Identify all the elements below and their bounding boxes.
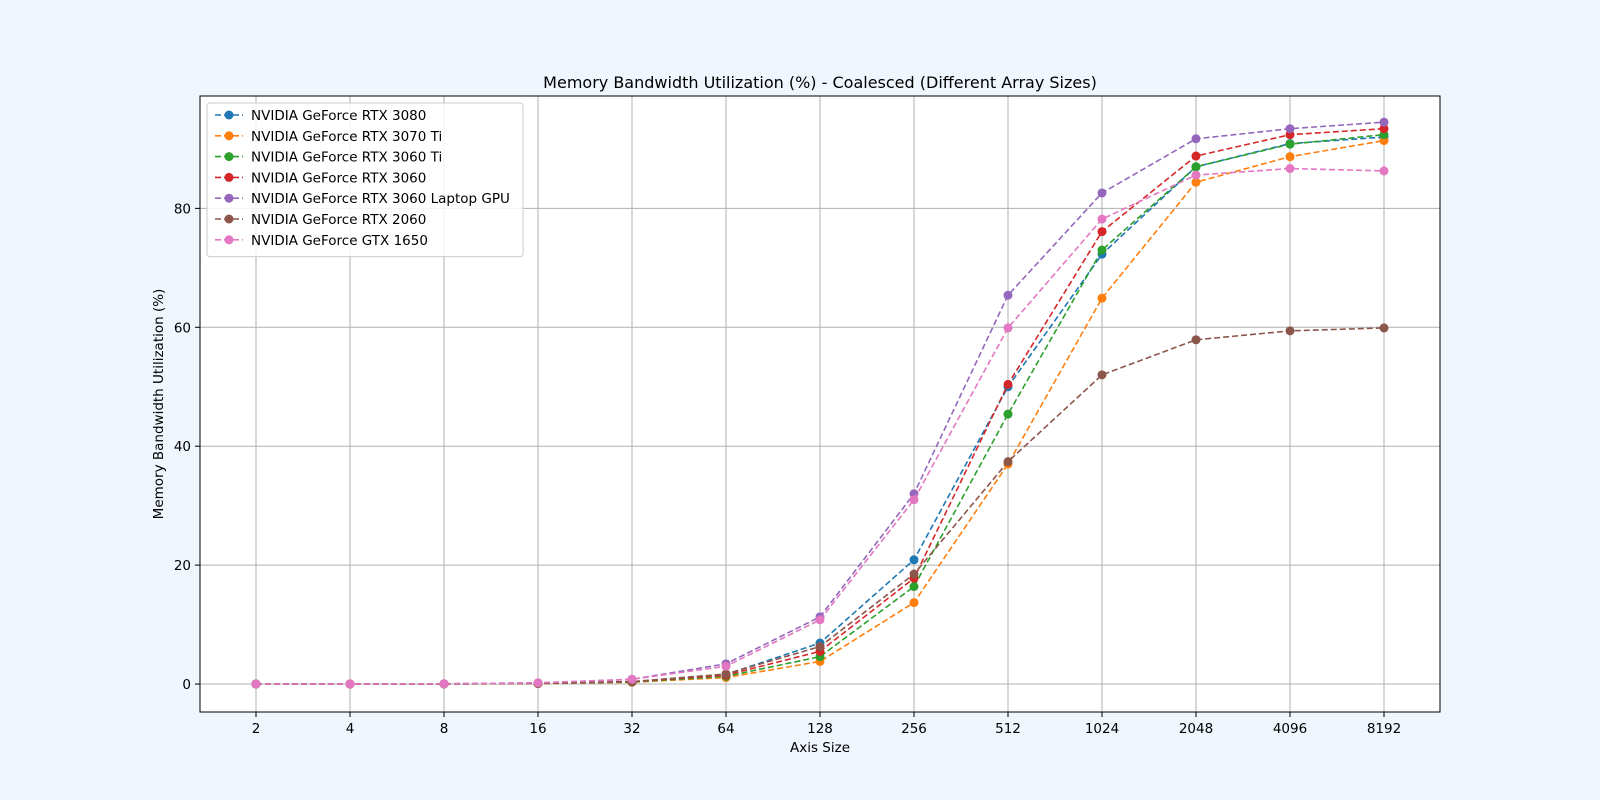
data-point: [1379, 124, 1389, 134]
series-layer: [251, 117, 1389, 689]
legend-label: NVIDIA GeForce RTX 3060: [251, 170, 426, 186]
data-point: [1191, 134, 1201, 144]
y-axis-label: Memory Bandwidth Utilization (%): [151, 289, 167, 520]
data-point: [1191, 162, 1201, 172]
x-tick-label: 8: [440, 721, 449, 737]
data-point: [1097, 188, 1107, 198]
x-tick-label: 2: [252, 721, 261, 737]
data-point: [1003, 323, 1013, 333]
legend: NVIDIA GeForce RTX 3080 NVIDIA GeForce RT…: [206, 102, 524, 258]
data-point: [1097, 245, 1107, 255]
legend-item: NVIDIA GeForce RTX 3060 Laptop GPU: [215, 191, 510, 207]
data-point: [1379, 117, 1389, 127]
y-tick-label: 60: [174, 320, 191, 336]
legend-marker: [224, 235, 234, 245]
y-tick-label: 40: [174, 439, 191, 455]
legend-label: NVIDIA GeForce RTX 3060 Laptop GPU: [251, 191, 510, 207]
data-point: [721, 661, 731, 671]
data-point: [1379, 323, 1389, 333]
data-point: [1097, 370, 1107, 380]
data-point: [1003, 290, 1013, 300]
data-point: [1285, 152, 1295, 162]
x-tick-label: 64: [717, 721, 734, 737]
data-point: [815, 615, 825, 625]
data-point: [909, 495, 919, 505]
legend-marker: [224, 131, 234, 141]
y-tick-label: 20: [174, 558, 191, 574]
legend-item: NVIDIA GeForce RTX 2060: [215, 212, 426, 228]
legend-label: NVIDIA GeForce RTX 3060 Ti: [251, 150, 442, 166]
x-tick-label: 1024: [1085, 721, 1119, 737]
legend-item: NVIDIA GeForce GTX 1650: [215, 233, 428, 249]
x-tick-label: 16: [529, 721, 546, 737]
legend-label: NVIDIA GeForce GTX 1650: [251, 233, 428, 249]
data-point: [1379, 166, 1389, 176]
x-axis: 2 4 8 16 32 64 128 256 512 1024 2048 4096 8192: [252, 712, 1401, 737]
x-tick-label: 256: [901, 721, 927, 737]
y-axis: 0 20 40 60 80: [174, 201, 200, 693]
x-tick-label: 128: [807, 721, 833, 737]
y-tick-label: 0: [182, 677, 191, 693]
legend-marker: [224, 152, 234, 162]
legend-marker: [224, 193, 234, 203]
data-point: [1097, 214, 1107, 224]
y-tick-label: 80: [174, 201, 191, 217]
data-point: [1285, 124, 1295, 134]
legend-marker: [224, 110, 234, 120]
data-point: [345, 679, 355, 689]
data-point: [1097, 293, 1107, 303]
data-point: [1191, 335, 1201, 345]
x-tick-label: 2048: [1179, 721, 1213, 737]
x-tick-label: 32: [623, 721, 640, 737]
x-axis-label: Axis Size: [790, 740, 850, 756]
data-point: [1285, 326, 1295, 336]
legend-label: NVIDIA GeForce RTX 2060: [251, 212, 426, 228]
data-point: [1191, 151, 1201, 161]
data-point: [627, 674, 637, 684]
legend-item: NVIDIA GeForce RTX 3060: [215, 170, 426, 186]
legend-box: [206, 102, 524, 258]
data-point: [909, 598, 919, 608]
legend-marker: [224, 214, 234, 224]
data-point: [909, 555, 919, 565]
data-point: [533, 678, 543, 688]
chart-title: Memory Bandwidth Utilization (%) - Coale…: [543, 73, 1097, 92]
legend-label: NVIDIA GeForce RTX 3070 Ti: [251, 129, 442, 145]
data-point: [909, 569, 919, 579]
data-point: [1191, 170, 1201, 180]
data-point: [1285, 139, 1295, 149]
x-tick-label: 4: [346, 721, 355, 737]
data-point: [439, 679, 449, 689]
data-point: [1285, 164, 1295, 174]
x-tick-label: 8192: [1367, 721, 1401, 737]
data-point: [1003, 409, 1013, 419]
legend-item: NVIDIA GeForce RTX 3080: [215, 108, 426, 124]
data-point: [721, 669, 731, 679]
data-point: [251, 679, 261, 689]
data-point: [1097, 227, 1107, 237]
x-tick-label: 512: [995, 721, 1021, 737]
legend-item: NVIDIA GeForce RTX 3060 Ti: [215, 150, 442, 166]
data-point: [815, 642, 825, 652]
legend-label: NVIDIA GeForce RTX 3080: [251, 108, 426, 124]
data-point: [1003, 379, 1013, 389]
x-tick-label: 4096: [1273, 721, 1307, 737]
series-7: [251, 164, 1389, 689]
data-point: [1191, 177, 1201, 187]
data-point: [1003, 457, 1013, 467]
data-point: [909, 582, 919, 592]
legend-item: NVIDIA GeForce RTX 3070 Ti: [215, 129, 442, 145]
legend-marker: [224, 172, 234, 182]
